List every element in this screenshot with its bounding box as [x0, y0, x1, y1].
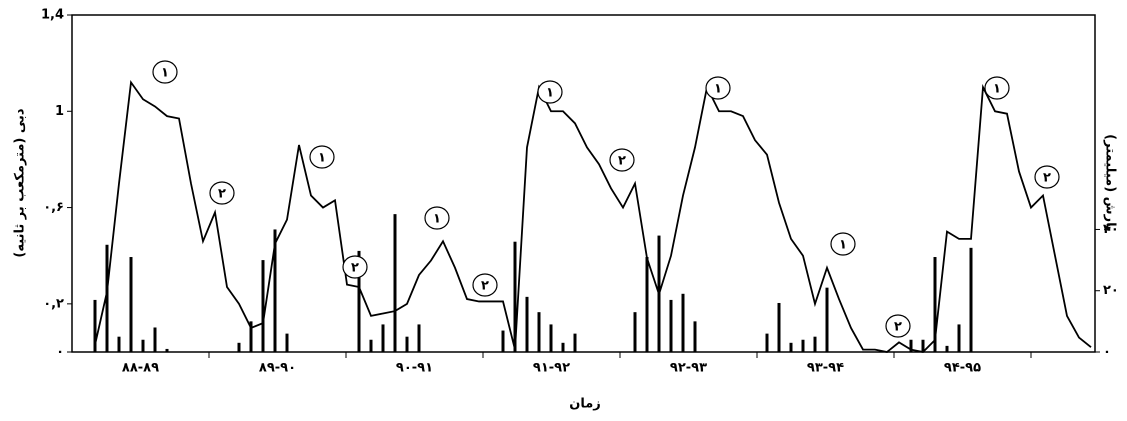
annotation: ۱ [433, 212, 441, 227]
precip-bar [945, 345, 949, 352]
discharge-line [94, 79, 1092, 353]
precip-bar [573, 333, 577, 352]
precip-bar [93, 299, 97, 352]
precip-bar [525, 296, 529, 352]
x-tick-label: ۹۳-۹۴ [807, 361, 844, 376]
annotation: ۱ [546, 86, 554, 101]
precip-bar [549, 324, 553, 352]
precip-bar [417, 324, 421, 352]
annotation: ۱ [714, 82, 722, 97]
annotation: ۱ [993, 82, 1001, 97]
precip-bar [165, 348, 169, 352]
precip-bar [909, 339, 913, 352]
annotation: ۱ [839, 238, 847, 253]
annotation: ۲ [218, 187, 226, 202]
precip-bar [513, 241, 517, 352]
x-tick-label: ۸۸-۸۹ [122, 361, 159, 376]
precip-bar [261, 260, 265, 352]
precip-bar [957, 324, 961, 352]
y-tick-label: ۰ [56, 345, 64, 360]
y2-tick-label: ۲۰ [1103, 283, 1119, 298]
precip-bar [969, 247, 973, 352]
annotation-circle [984, 76, 1010, 100]
precip-bar [801, 339, 805, 352]
y-tick-label: 1 [55, 104, 64, 119]
precip-bar [669, 299, 673, 352]
precip-bar [813, 336, 817, 352]
annotation: ۱ [318, 151, 326, 166]
y2-tick-label: ۴۰ [1103, 222, 1119, 237]
precip-bar [765, 333, 769, 352]
precip-bar [561, 342, 565, 352]
annotation: ۲ [481, 279, 489, 294]
annotation-circle [830, 232, 856, 256]
x-axis-label: زمان [569, 397, 601, 412]
plot-frame [71, 14, 1096, 353]
x-tick-label: ۸۹-۹۰ [259, 361, 296, 376]
y-tick-label: ۰,۶ [43, 200, 64, 215]
precip-bar [141, 339, 145, 352]
precip-bar [825, 287, 829, 352]
precip-bar [129, 257, 133, 352]
annotation-circle [424, 206, 450, 230]
y-axis-label: دبی (مترمکعب بر ثانیه) [13, 108, 28, 257]
precip-bar [273, 229, 277, 352]
annotation-circle [209, 181, 235, 205]
annotation: ۲ [894, 320, 902, 335]
x-tick-label: ۹۱-۹۲ [533, 361, 570, 376]
annotation-circle [537, 80, 563, 104]
precip-bar [117, 336, 121, 352]
precip-bar [633, 312, 637, 352]
precip-bar [777, 302, 781, 352]
precip-bar [285, 333, 289, 352]
annotation: ۲ [618, 154, 626, 169]
annotation-circle [705, 76, 731, 100]
precip-bar [501, 330, 505, 352]
annotation: ۱ [161, 66, 169, 81]
annotation-circle [609, 148, 635, 172]
annotation-circle [885, 314, 911, 338]
precip-bar [237, 342, 241, 352]
precip-bar [537, 312, 541, 352]
precip-bar [381, 324, 385, 352]
x-tick-label: ۹۴-۹۵ [944, 361, 981, 376]
y-tick-label: 1,4 [41, 8, 64, 23]
annotation-circle [342, 255, 368, 279]
precip-bar [369, 339, 373, 352]
annotation-circle [309, 145, 335, 169]
precip-bar [681, 293, 685, 352]
precip-bar [921, 339, 925, 352]
precip-bar [405, 336, 409, 352]
precip-bar [357, 250, 361, 352]
annotation-circle [472, 273, 498, 297]
precip-bar [645, 257, 649, 352]
x-tick-label: ۹۲-۹۳ [670, 361, 707, 376]
precip-bar [933, 257, 937, 352]
precip-bar [693, 321, 697, 352]
precip-bar [657, 235, 661, 352]
y2-axis-label: بارش (میلیمتر) [1103, 134, 1118, 232]
x-tick-label: ۹۰-۹۱ [396, 361, 433, 376]
precip-bar [249, 321, 253, 352]
annotation: ۲ [1043, 171, 1051, 186]
precip-bar [393, 214, 397, 352]
annotation-circle [152, 60, 178, 84]
precip-bar [153, 327, 157, 352]
annotation: ۲ [351, 261, 359, 276]
y2-tick-label: ۰ [1103, 345, 1111, 360]
precip-bar [105, 244, 109, 352]
precip-bar [789, 342, 793, 352]
y-tick-label: ۰,۲ [43, 296, 64, 311]
annotation-circle [1034, 165, 1060, 189]
